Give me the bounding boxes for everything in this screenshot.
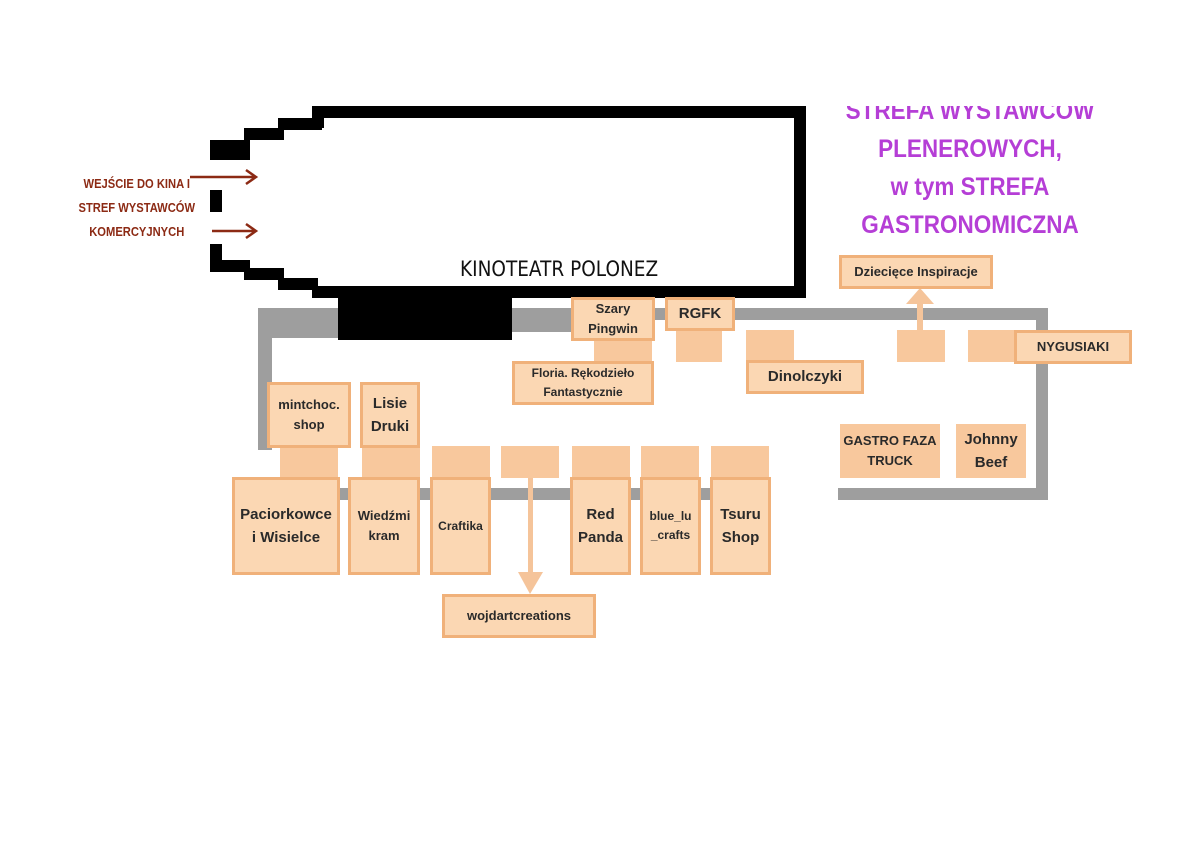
booth-label: blue_lu_crafts [649,509,692,542]
walkway-under-cinema [510,320,580,332]
booth-dzieciece-inspiracje[interactable]: Dziecięce Inspiracje [839,255,993,289]
booth-label: Craftika [438,518,483,533]
booth-slot [280,446,338,478]
booth-rgfk[interactable]: RGFK [665,297,735,331]
booth-slot [572,446,630,478]
zone-title-line1: STREFA WYSTAWCÓW [845,106,1095,125]
booth-slot [501,446,559,478]
booth-dinolczyki[interactable]: Dinolczyki [746,360,864,394]
booth-label: Dinolczyki [767,368,843,386]
booth-label: Szary Pingwin [588,300,638,336]
walkway-left-inner [258,320,338,338]
walkway-bottom-right [838,488,1048,500]
booth-floria[interactable]: Floria. Rękodzieło Fantastycznie [512,361,654,405]
booth-wiedzmi-kram[interactable]: Wiedźmi kram [348,477,420,575]
booth-slot [676,330,722,362]
arrow-dzieciece-shaft [917,300,923,330]
entrance-label-line1: WEJŚCIE DO KINA I [83,175,191,191]
booth-label: Paciorkowce i Wisielce [240,505,332,546]
booth-mintchoc-shop[interactable]: mintchoc. shop [267,382,351,448]
booth-label: RGFK [678,305,722,323]
booth-wojdartcreations[interactable]: wojdartcreations [442,594,596,638]
booth-label: Dziecięce Inspiracje [854,263,978,279]
booth-tsuru-shop[interactable]: Tsuru Shop [710,477,771,575]
booth-label: Johnny Beef [964,430,1018,471]
booth-arrows [518,288,934,594]
arrow-wojdart-shaft [528,478,533,578]
booth-craftika[interactable]: Craftika [430,477,491,575]
booth-label: NYGUSIAKI [1036,338,1110,354]
booth-slot [362,446,420,478]
booth-gastro-faza-truck[interactable]: GASTRO FAZA TRUCK [840,424,940,478]
arrow-dzieciece-head [906,288,934,304]
cinema-entrance-block [338,292,512,340]
booth-label: Floria. Rękodzieło Fantastycznie [531,366,635,399]
zone-title: STREFA WYSTAWCÓW PLENEROWYCH, w tym STRE… [820,106,1120,246]
booth-slot [968,330,1014,362]
booth-label: mintchoc. shop [278,396,340,432]
booth-slot [746,330,794,360]
booth-johnny-beef[interactable]: Johnny Beef [956,424,1026,478]
entrance-arrow-bottom [212,222,259,240]
booth-slot [641,446,699,478]
booth-label: Tsuru Shop [720,505,761,546]
zone-title-line4: GASTRONOMICZNA [861,211,1079,239]
booth-lisie-druki[interactable]: Lisie Druki [360,382,420,448]
zone-title-line3: w tym STREFA [890,173,1050,201]
zone-title-line2: PLENEROWYCH, [878,135,1062,163]
booth-slot [594,340,652,362]
booth-red-panda[interactable]: Red Panda [570,477,631,575]
entrance-arrows [190,168,259,240]
entrance-arrow-top [190,168,259,186]
booth-nygusiaki[interactable]: NYGUSIAKI [1014,330,1132,364]
booth-slot [897,330,945,362]
booth-label: Wiedźmi kram [357,507,411,543]
booth-blue-lu-crafts[interactable]: blue_lu_crafts [640,477,701,575]
booth-slot [432,446,490,478]
booth-paciorkowce-i-wisielce[interactable]: Paciorkowce i Wisielce [232,477,340,575]
cinema-building [210,106,806,340]
entrance-label-line3: KOMERCYJNYCH [89,224,185,240]
entrance-label-line2: STREF WYSTAWCÓW [78,199,196,215]
booth-label: Lisie Druki [370,394,410,435]
booth-label: Red Panda [578,505,624,546]
arrow-wojdart-head [518,572,543,594]
booth-label: GASTRO FAZA TRUCK [843,432,937,468]
cinema-name: KINOTEATR POLONEZ [460,257,659,281]
booth-slot [711,446,769,478]
cinema-steps [210,106,324,298]
booth-szary-pingwin[interactable]: Szary Pingwin [571,297,655,341]
cinema-outline [318,106,806,298]
booth-label: wojdartcreations [466,607,572,623]
entrance-label: WEJŚCIE DO KINA I STREF WYSTAWCÓW KOMERC… [62,172,212,244]
